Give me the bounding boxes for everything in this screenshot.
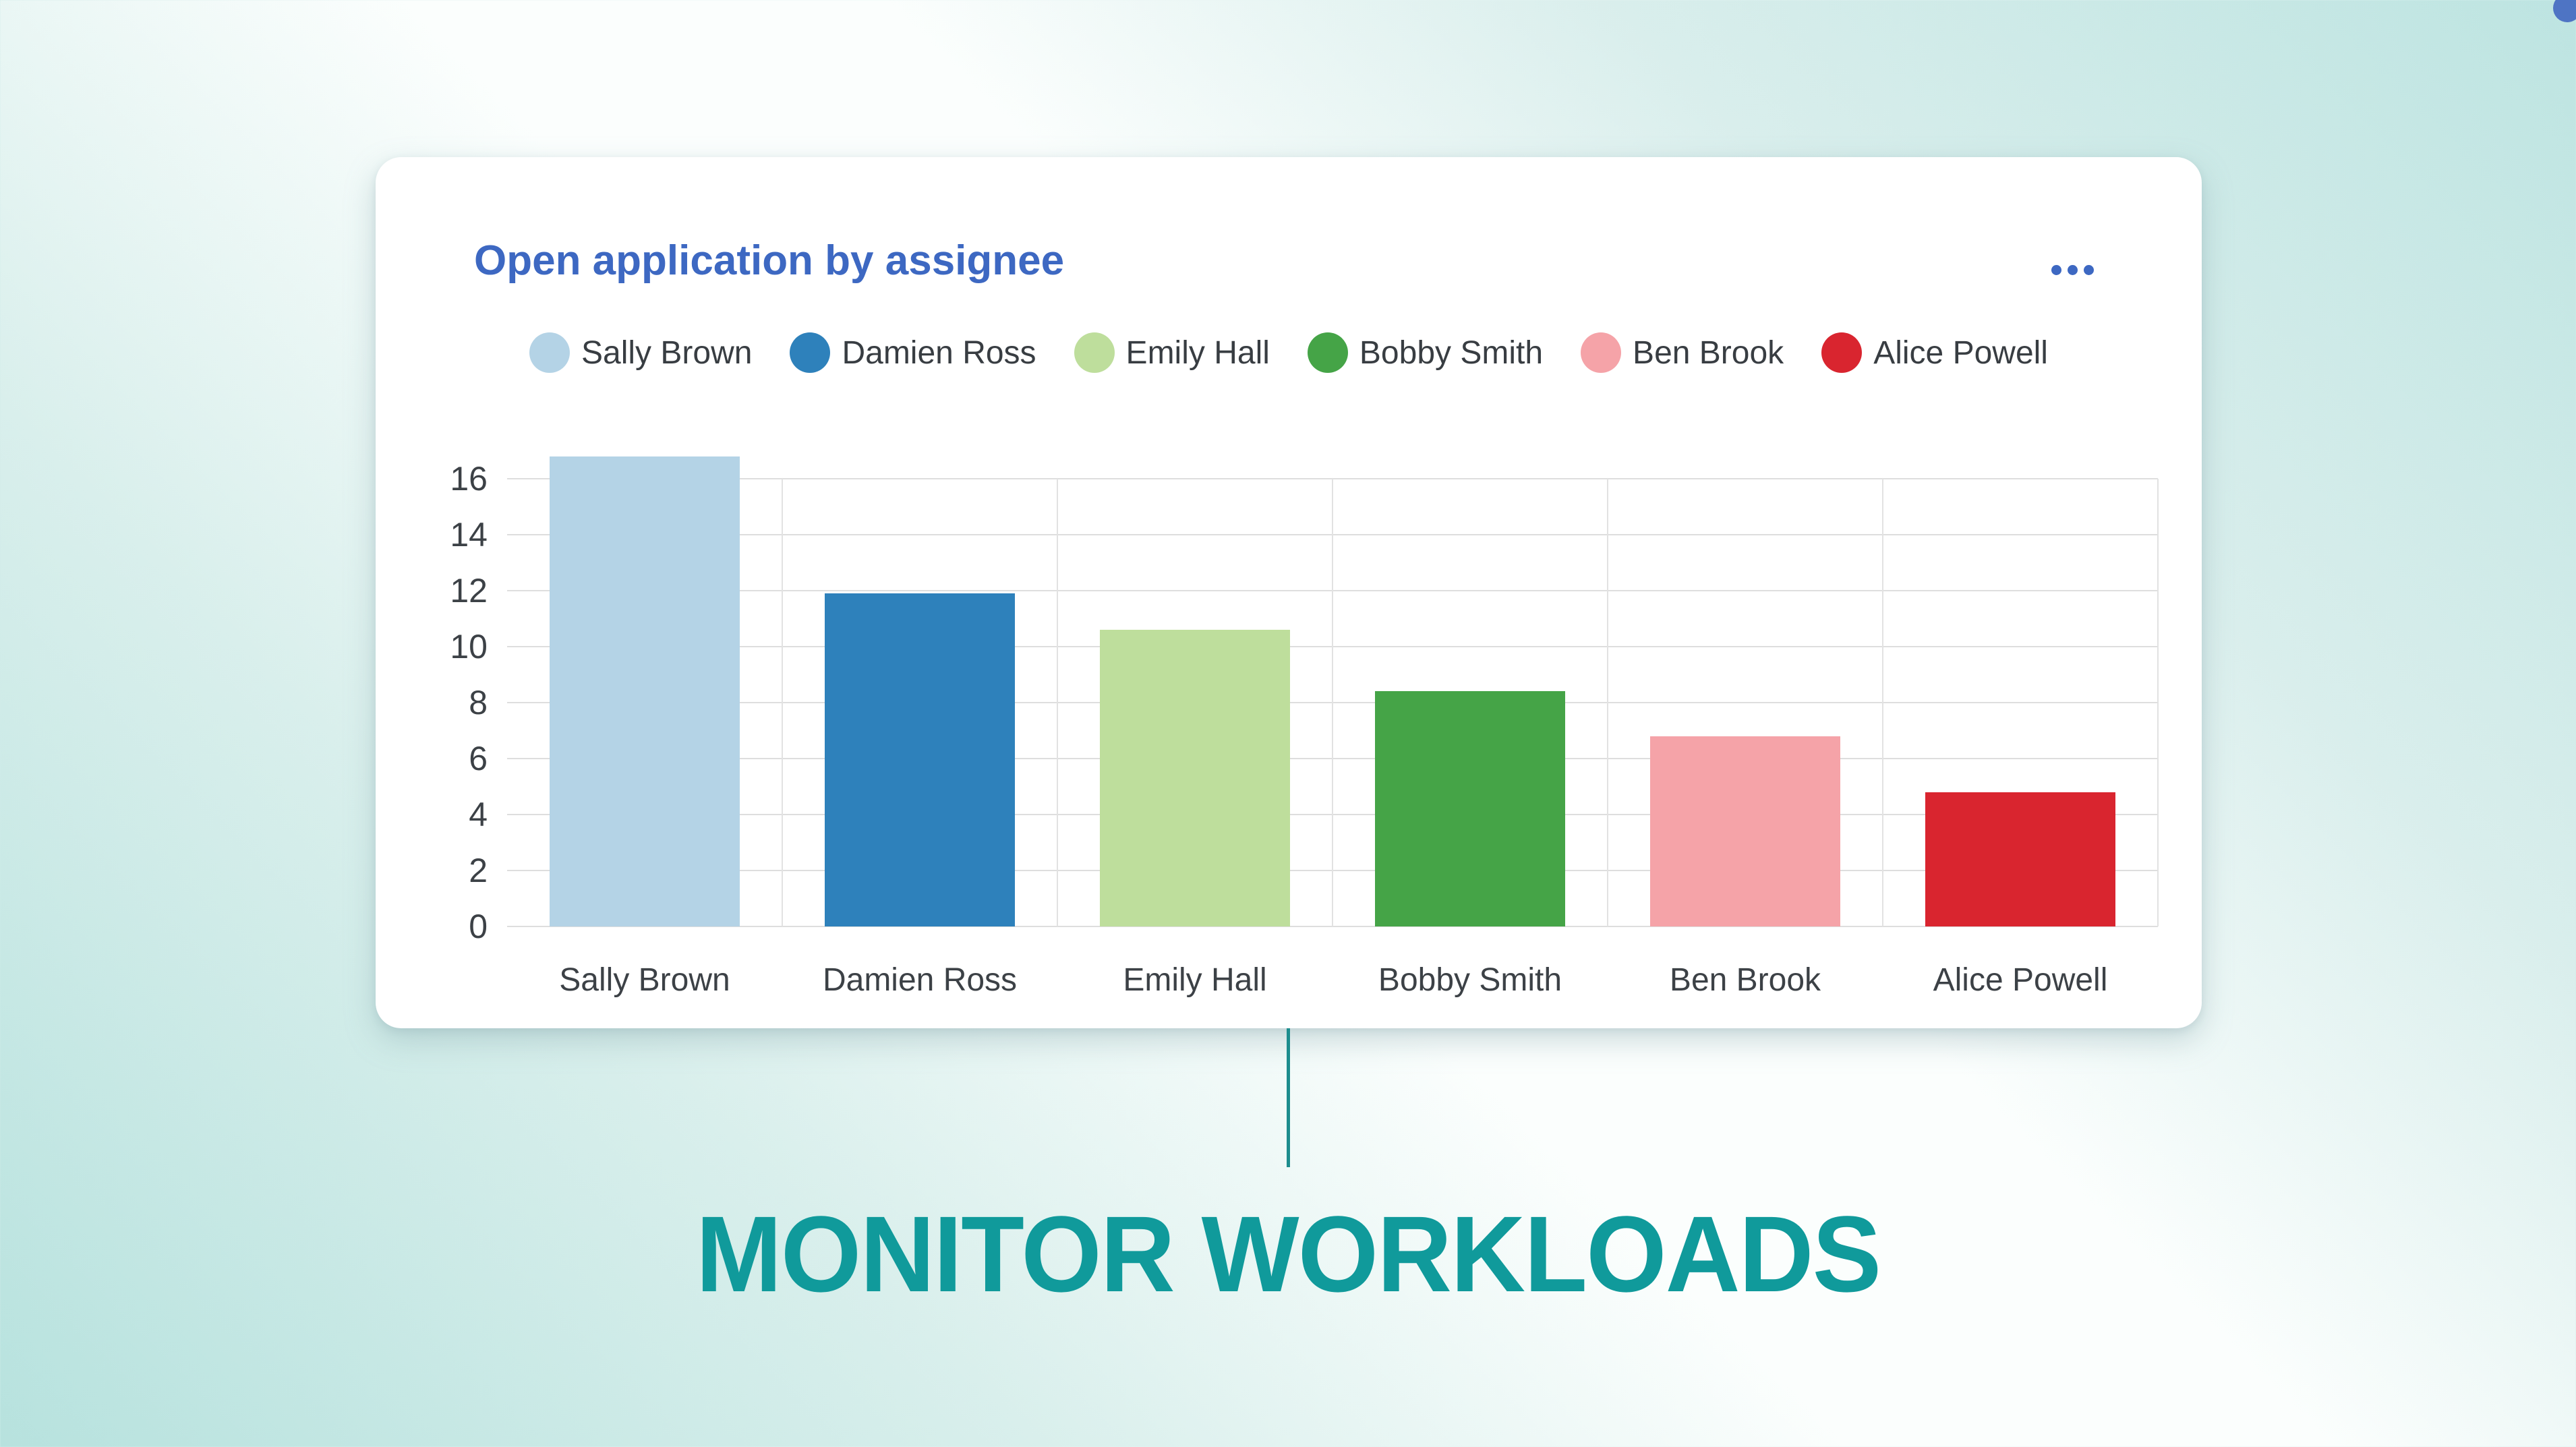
legend-swatch-icon: [1307, 332, 1348, 373]
x-axis-label-bobby-smith: Bobby Smith: [1378, 962, 1562, 998]
bar-sally-brown[interactable]: [550, 456, 740, 926]
y-axis-tick-4: 4: [469, 796, 488, 833]
callout-connector-line: [1287, 1028, 1290, 1167]
plot-area: 0 2 4 6 8 10 12 14 16 Sally Brown Damien Ross Emily…: [450, 445, 2159, 998]
x-axis-label-alice-powell: Alice Powell: [1933, 962, 2108, 998]
legend-swatch-icon: [1581, 332, 1622, 373]
bar-ben-brook[interactable]: [1650, 736, 1840, 926]
legend-label: Emily Hall: [1125, 334, 1270, 371]
y-axis-tick-10: 10: [450, 628, 488, 666]
y-axis-tick-14: 14: [450, 516, 488, 554]
legend-swatch-icon: [529, 332, 570, 373]
y-axis-tick-2: 2: [469, 852, 488, 889]
legend-swatch-icon: [1821, 332, 1863, 373]
legend-item-alice-powell[interactable]: Alice Powell: [1821, 332, 2048, 373]
x-axis-label-sally-brown: Sally Brown: [559, 962, 730, 998]
bar-alice-powell[interactable]: [1925, 792, 2115, 926]
corner-accent-dot: [2553, 0, 2576, 22]
y-axis-tick-6: 6: [469, 740, 488, 777]
ellipsis-icon: [2051, 265, 2061, 275]
legend-label: Alice Powell: [1873, 334, 2048, 371]
x-axis-label-ben-brook: Ben Brook: [1669, 962, 1821, 998]
y-axis-tick-0: 0: [469, 908, 488, 945]
legend-label: Sally Brown: [581, 334, 753, 371]
bar-emily-hall[interactable]: [1100, 630, 1290, 926]
y-axis-tick-8: 8: [469, 684, 488, 721]
legend-label: Damien Ross: [842, 334, 1036, 371]
x-axis-label-damien-ross: Damien Ross: [822, 962, 1018, 998]
legend-swatch-icon: [790, 332, 831, 373]
ellipsis-icon: [2084, 265, 2094, 275]
gridline-x-6: [2157, 479, 2159, 926]
caption-headline: MONITOR WORKLOADS: [695, 1193, 1881, 1314]
bar-bobby-smith[interactable]: [1375, 691, 1565, 926]
legend-label: Ben Brook: [1633, 334, 1784, 371]
y-axis-tick-12: 12: [450, 572, 488, 610]
card-menu-button[interactable]: [2045, 258, 2101, 282]
legend-item-sally-brown[interactable]: Sally Brown: [529, 332, 752, 373]
legend-item-damien-ross[interactable]: Damien Ross: [790, 332, 1036, 373]
legend-item-emily-hall[interactable]: Emily Hall: [1074, 332, 1270, 373]
legend-item-bobby-smith[interactable]: Bobby Smith: [1307, 332, 1544, 373]
x-axis-label-emily-hall: Emily Hall: [1123, 962, 1267, 998]
legend-swatch-icon: [1074, 332, 1115, 373]
y-axis-tick-16: 16: [450, 460, 488, 498]
chart-title: Open application by assignee: [474, 237, 1065, 284]
chart-legend: Sally Brown Damien Ross Emily Hall Bobby Sm…: [376, 332, 2202, 373]
gridline-x-1: [782, 479, 783, 926]
gridline-x-3: [1332, 479, 1333, 926]
ellipsis-icon: [2068, 265, 2078, 275]
chart-card: Open application by assignee Sally Brown…: [376, 157, 2202, 1028]
gridline-x-4: [1607, 479, 1608, 926]
legend-item-ben-brook[interactable]: Ben Brook: [1581, 332, 1784, 373]
legend-label: Bobby Smith: [1359, 334, 1544, 371]
gridline-x-5: [1882, 479, 1883, 926]
bar-damien-ross[interactable]: [825, 593, 1015, 926]
gridline-y-0: [507, 926, 2158, 927]
gridline-x-2: [1057, 479, 1058, 926]
